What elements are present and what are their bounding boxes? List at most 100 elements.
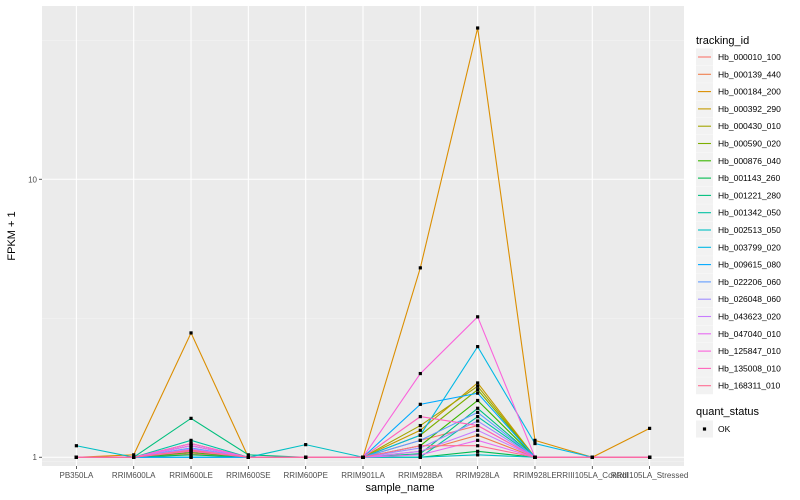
x-tick-label: RRIM600SE xyxy=(226,471,270,480)
data-point xyxy=(418,371,422,376)
legend: tracking_id Hb_000010_100 Hb_000139_440 Hb… xyxy=(696,35,781,438)
data-point xyxy=(418,438,422,442)
x-tick-label: RRIM600LA xyxy=(112,471,156,480)
data-point xyxy=(418,446,422,450)
data-point xyxy=(246,455,250,459)
x-tick-label: PB350LA xyxy=(59,471,93,480)
y-tick-label: 1 xyxy=(33,453,38,462)
data-point xyxy=(533,455,537,459)
data-point xyxy=(132,455,136,459)
legend-label: Hb_000430_010 xyxy=(718,121,781,131)
data-point xyxy=(533,441,537,446)
data-point xyxy=(476,388,480,392)
y-axis: 1 10 xyxy=(28,175,42,462)
data-point xyxy=(418,453,422,457)
data-point xyxy=(418,433,422,437)
data-point xyxy=(476,438,480,442)
shape-legend-key-point xyxy=(702,427,707,431)
legend-label: Hb_001221_280 xyxy=(718,190,781,200)
legend-label: Hb_001143_260 xyxy=(718,173,781,183)
data-point xyxy=(418,402,422,406)
legend-label: Hb_135008_010 xyxy=(718,363,781,373)
x-tick-label: RRIII105LA_Stressed xyxy=(611,471,688,480)
legend-label: Hb_043623_020 xyxy=(718,312,781,322)
data-point xyxy=(418,266,422,270)
legend-label: Hb_003799_020 xyxy=(718,242,781,252)
data-point xyxy=(533,438,537,442)
data-point xyxy=(418,444,422,448)
legend-label: Hb_002513_050 xyxy=(718,225,781,235)
legend-label: Hb_000010_100 xyxy=(718,52,781,62)
data-point xyxy=(476,423,480,428)
legend-label: Hb_000139_440 xyxy=(718,69,781,79)
data-point xyxy=(189,438,193,442)
legend-title: tracking_id xyxy=(696,35,749,47)
x-tick-label: RRIM928BA xyxy=(398,471,443,480)
data-point xyxy=(476,391,480,395)
data-point xyxy=(476,433,480,437)
x-axis: PB350LA RRIM600LA RRIM600LE RRIM600SE RRIM60… xyxy=(59,466,688,480)
data-point xyxy=(476,449,480,453)
data-point xyxy=(648,455,652,459)
data-point xyxy=(418,449,422,453)
data-point xyxy=(476,26,480,30)
data-point xyxy=(590,455,594,459)
y-axis-title: FPKM + 1 xyxy=(6,211,18,260)
data-point xyxy=(189,444,193,448)
x-tick-label: RRIM901LA xyxy=(341,471,385,480)
x-tick-label: RRIM928LA xyxy=(456,471,500,480)
data-point xyxy=(74,444,78,448)
data-points xyxy=(74,26,652,459)
x-axis-title: sample_name xyxy=(365,482,434,494)
data-point xyxy=(476,345,480,349)
data-point xyxy=(361,455,365,459)
data-point xyxy=(189,453,193,457)
legend-label: Hb_022206_060 xyxy=(718,277,781,287)
grid-lines xyxy=(42,6,684,466)
shape-legend-title: quant_status xyxy=(696,406,759,418)
legend-label: Hb_000184_200 xyxy=(718,87,781,97)
data-point xyxy=(476,398,480,403)
shape-legend-label: OK xyxy=(718,424,731,434)
data-point xyxy=(132,453,136,457)
data-point xyxy=(189,331,193,335)
data-point xyxy=(246,453,250,457)
x-tick-label: RRIM928LE xyxy=(513,471,557,480)
data-point xyxy=(476,453,480,457)
legend-label: Hb_125847_010 xyxy=(718,346,781,356)
data-point xyxy=(476,444,480,448)
data-point xyxy=(418,455,422,459)
data-point xyxy=(189,455,193,459)
data-point xyxy=(418,423,422,428)
data-point xyxy=(476,384,480,388)
data-point xyxy=(476,419,480,423)
legend-label: Hb_168311_010 xyxy=(718,381,781,391)
legend-label: Hb_026048_060 xyxy=(718,294,781,304)
x-tick-label: RRIM600LE xyxy=(169,471,213,480)
data-point xyxy=(189,448,193,452)
legend-label: Hb_000590_020 xyxy=(718,139,781,149)
legend-label: Hb_000876_040 xyxy=(718,156,781,166)
data-point xyxy=(476,415,480,419)
data-point xyxy=(304,443,308,447)
data-point xyxy=(418,415,422,419)
data-point xyxy=(476,406,480,410)
data-point xyxy=(74,455,78,459)
legend-label: Hb_000392_290 xyxy=(718,104,781,114)
legend-label: Hb_047040_010 xyxy=(718,329,781,339)
data-point xyxy=(189,441,193,446)
x-tick-label: RRIII105LA_Control xyxy=(556,471,628,480)
data-point xyxy=(304,455,308,459)
data-point xyxy=(476,410,480,414)
legend-label: Hb_001342_050 xyxy=(718,208,781,218)
data-point xyxy=(476,315,480,319)
data-point xyxy=(648,426,652,430)
legend-label: Hb_009615_080 xyxy=(718,260,781,270)
data-point xyxy=(476,428,480,432)
y-tick-label: 10 xyxy=(28,175,37,184)
x-tick-label: RRIM600PE xyxy=(283,471,327,480)
data-point xyxy=(418,428,422,432)
data-point xyxy=(476,381,480,385)
data-point xyxy=(189,416,193,420)
